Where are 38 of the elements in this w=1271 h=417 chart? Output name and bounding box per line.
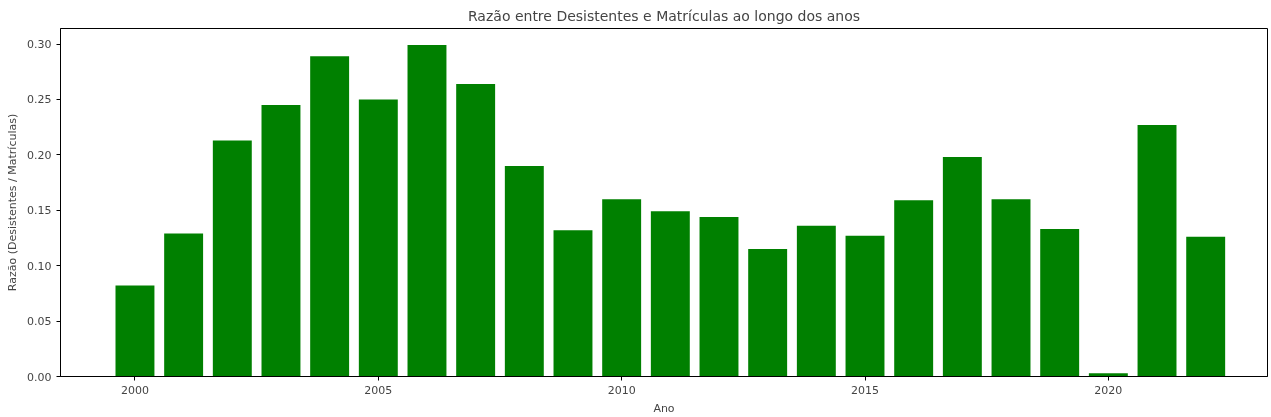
bar [602, 199, 642, 377]
y-tick-label: 0.25 [27, 93, 52, 107]
x-tick-label: 2020 [1094, 383, 1123, 397]
x-tick-label: 2010 [607, 383, 636, 397]
bar [504, 165, 544, 377]
y-tick-label: 0.20 [27, 148, 52, 162]
bar [261, 104, 301, 377]
bar [358, 99, 398, 377]
y-tick-label: 0.15 [27, 204, 52, 218]
y-tick-label: 0.00 [27, 370, 52, 384]
bar [212, 140, 252, 377]
y-tick-label: 0.05 [27, 315, 52, 329]
x-tick-label: 2005 [364, 383, 393, 397]
bar [845, 235, 885, 377]
bar [553, 230, 593, 377]
bar [942, 157, 982, 377]
bar [1186, 236, 1226, 377]
bar [1137, 124, 1177, 377]
bar [748, 249, 788, 377]
bar [164, 233, 204, 377]
bar [456, 83, 496, 377]
y-axis-title: Razão (Desistentes / Matrículas) [6, 113, 20, 292]
bar [1040, 229, 1080, 377]
bar [796, 225, 836, 377]
bar [1088, 373, 1128, 377]
bar [699, 216, 739, 377]
bar [407, 45, 447, 377]
x-tick-label: 2015 [851, 383, 880, 397]
bar [310, 56, 350, 377]
chart-title: Razão entre Desistentes e Matrículas ao longo dos anos [467, 7, 861, 24]
bar [115, 285, 155, 377]
bar [894, 200, 934, 377]
x-tick-label: 2000 [120, 383, 149, 397]
y-tick-label: 0.30 [27, 38, 52, 52]
bar [991, 199, 1031, 377]
x-axis-title: Ano [653, 401, 675, 415]
y-tick-label: 0.10 [27, 259, 52, 273]
bar [650, 211, 690, 377]
